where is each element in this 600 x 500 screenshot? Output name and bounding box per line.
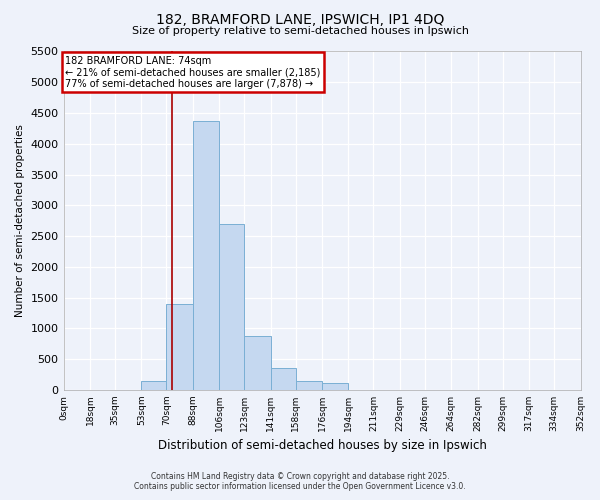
- Y-axis label: Number of semi-detached properties: Number of semi-detached properties: [15, 124, 25, 317]
- Text: Size of property relative to semi-detached houses in Ipswich: Size of property relative to semi-detach…: [131, 26, 469, 36]
- Bar: [166, 304, 193, 390]
- Text: 182 BRAMFORD LANE: 74sqm
← 21% of semi-detached houses are smaller (2,185)
77% o: 182 BRAMFORD LANE: 74sqm ← 21% of semi-d…: [65, 56, 320, 89]
- Bar: [193, 121, 219, 390]
- Bar: [219, 224, 244, 390]
- Bar: [296, 381, 322, 390]
- Bar: [322, 383, 349, 390]
- Bar: [244, 336, 271, 390]
- Text: Contains HM Land Registry data © Crown copyright and database right 2025.
Contai: Contains HM Land Registry data © Crown c…: [134, 472, 466, 491]
- Bar: [142, 380, 166, 390]
- Bar: [271, 368, 296, 390]
- Text: 182, BRAMFORD LANE, IPSWICH, IP1 4DQ: 182, BRAMFORD LANE, IPSWICH, IP1 4DQ: [156, 12, 444, 26]
- X-axis label: Distribution of semi-detached houses by size in Ipswich: Distribution of semi-detached houses by …: [158, 440, 487, 452]
